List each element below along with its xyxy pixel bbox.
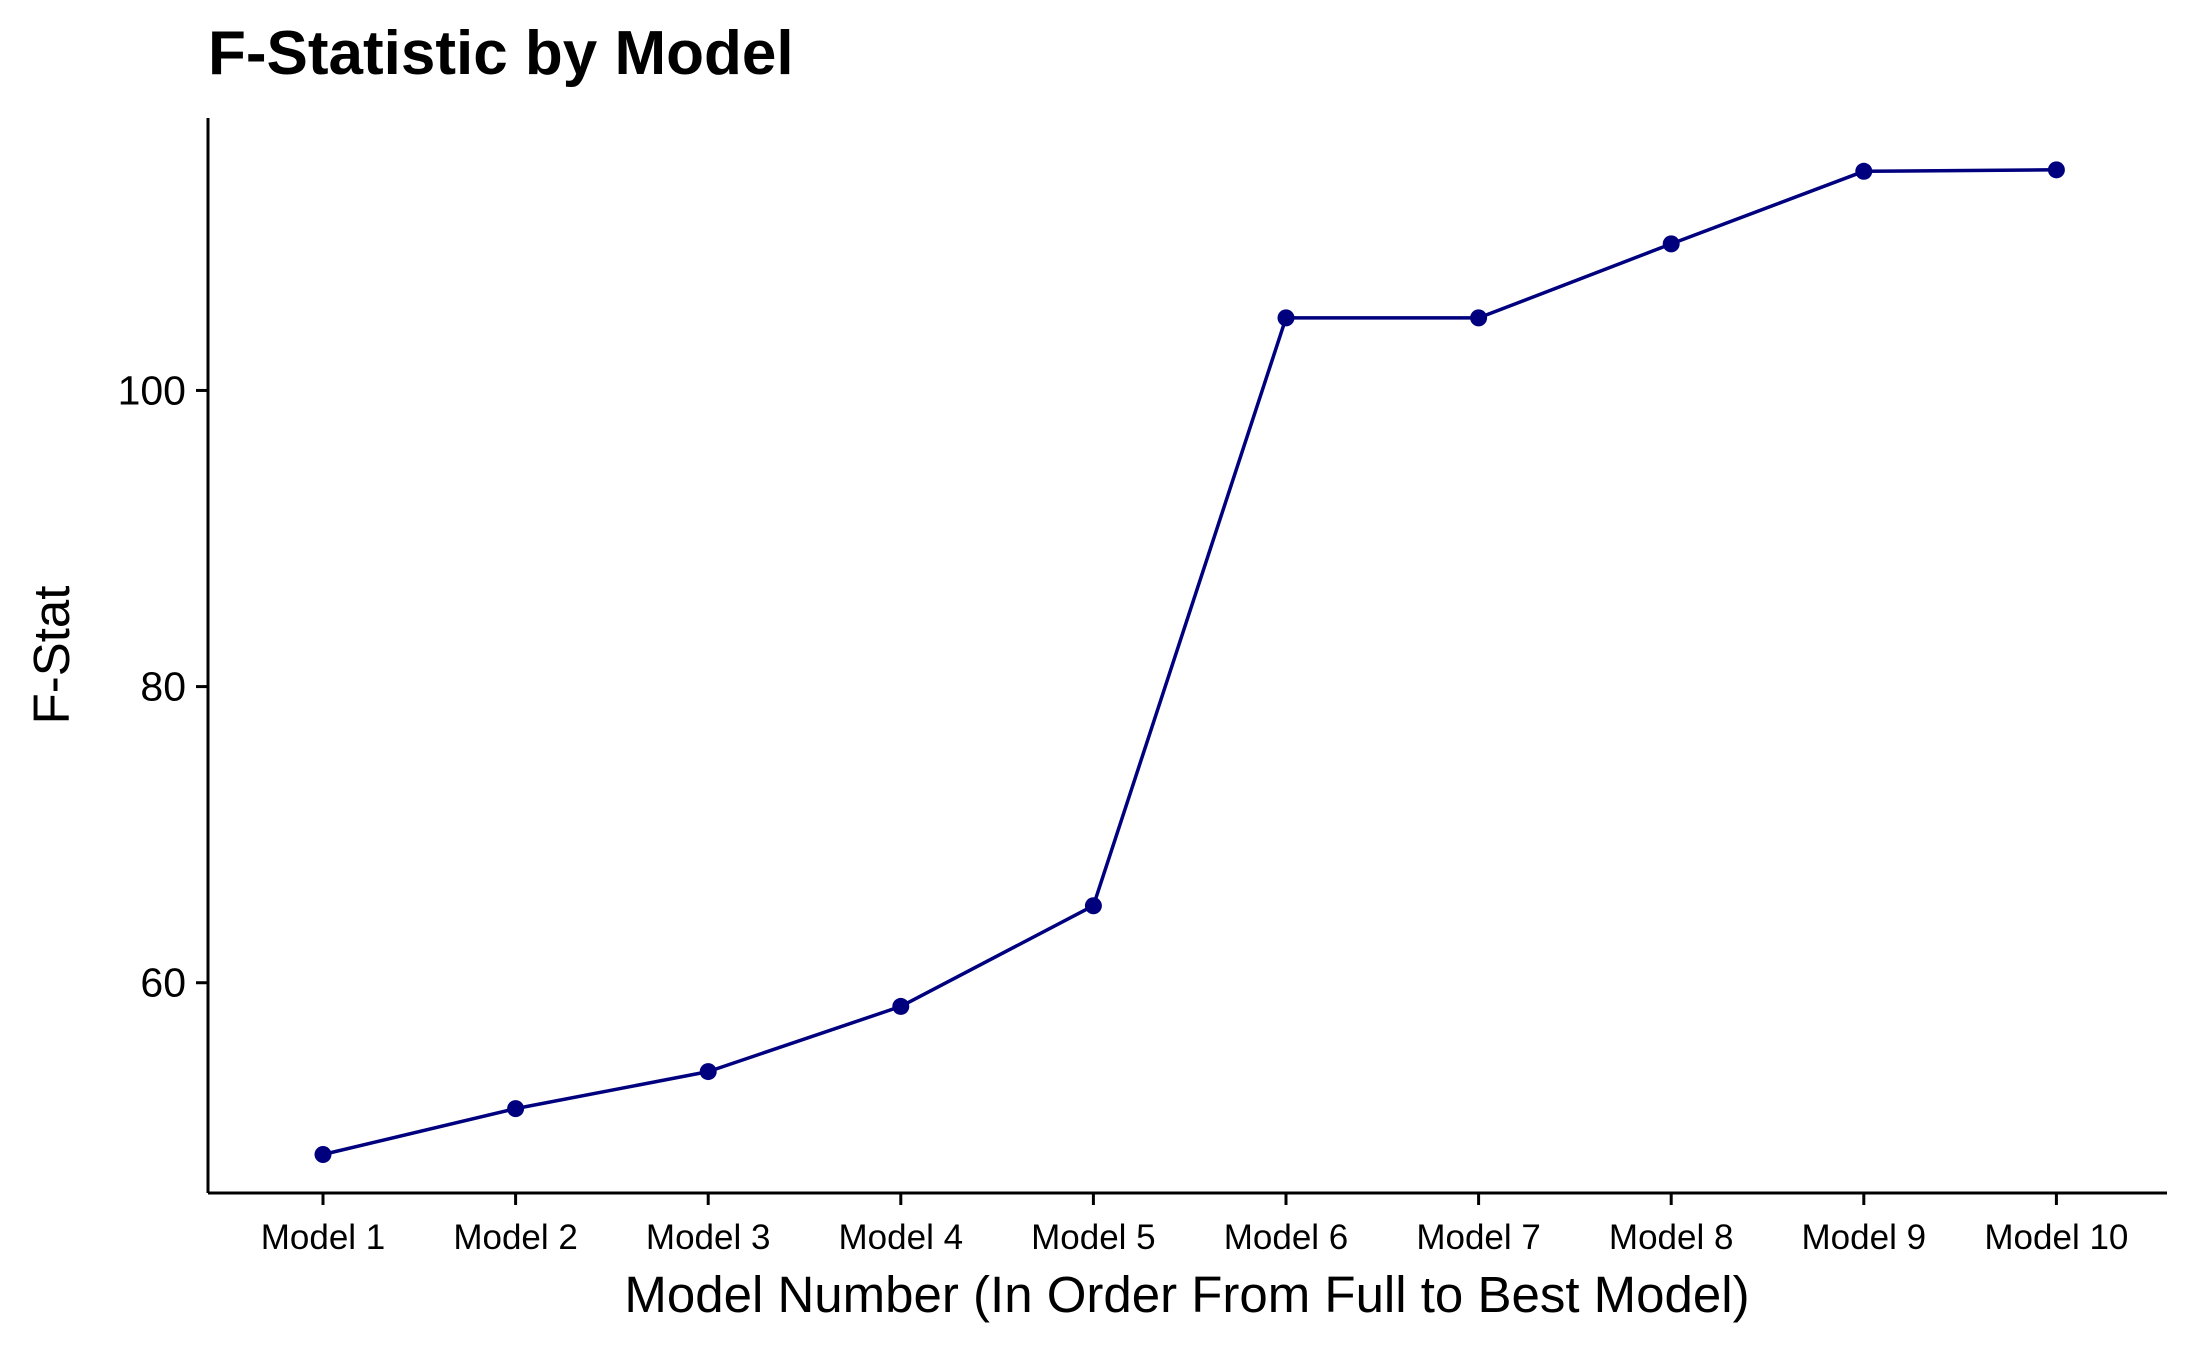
y-axis-title: F-Stat	[23, 586, 80, 725]
data-point	[1470, 309, 1488, 327]
y-tick-label: 60	[140, 960, 186, 1006]
data-point	[1662, 235, 1680, 253]
data-point	[314, 1146, 332, 1164]
data-point	[2047, 161, 2065, 179]
x-tick-label: Model 4	[839, 1218, 964, 1257]
x-tick-label: Model 7	[1416, 1218, 1541, 1257]
y-tick-label: 100	[118, 367, 186, 413]
x-axis-ticks: Model 1 Model 2 Model 3 Model 4 Model 5 Model…	[261, 1193, 2128, 1257]
x-tick-label: Model 5	[1031, 1218, 1156, 1257]
series-layer	[314, 161, 2065, 1164]
chart-title: F-Statistic by Model	[208, 19, 794, 88]
data-point	[1277, 309, 1295, 327]
x-tick-label: Model 2	[453, 1218, 578, 1257]
y-axis-ticks: 60 80 100	[118, 367, 208, 1006]
x-tick-label: Model 1	[261, 1218, 386, 1257]
x-tick-label: Model 3	[646, 1218, 771, 1257]
x-axis-title: Model Number (In Order From Full to Best…	[624, 1266, 1749, 1323]
x-tick-label: Model 6	[1224, 1218, 1349, 1257]
data-point	[507, 1100, 525, 1118]
x-tick-label: Model 10	[1984, 1218, 2128, 1257]
x-tick-label: Model 8	[1609, 1218, 1734, 1257]
x-tick-label: Model 9	[1802, 1218, 1927, 1257]
data-point	[699, 1063, 717, 1081]
data-point	[1084, 897, 1102, 915]
y-tick-label: 80	[140, 664, 186, 710]
data-point	[1855, 162, 1873, 180]
series-line	[322, 168, 2057, 1157]
data-point	[892, 997, 910, 1015]
